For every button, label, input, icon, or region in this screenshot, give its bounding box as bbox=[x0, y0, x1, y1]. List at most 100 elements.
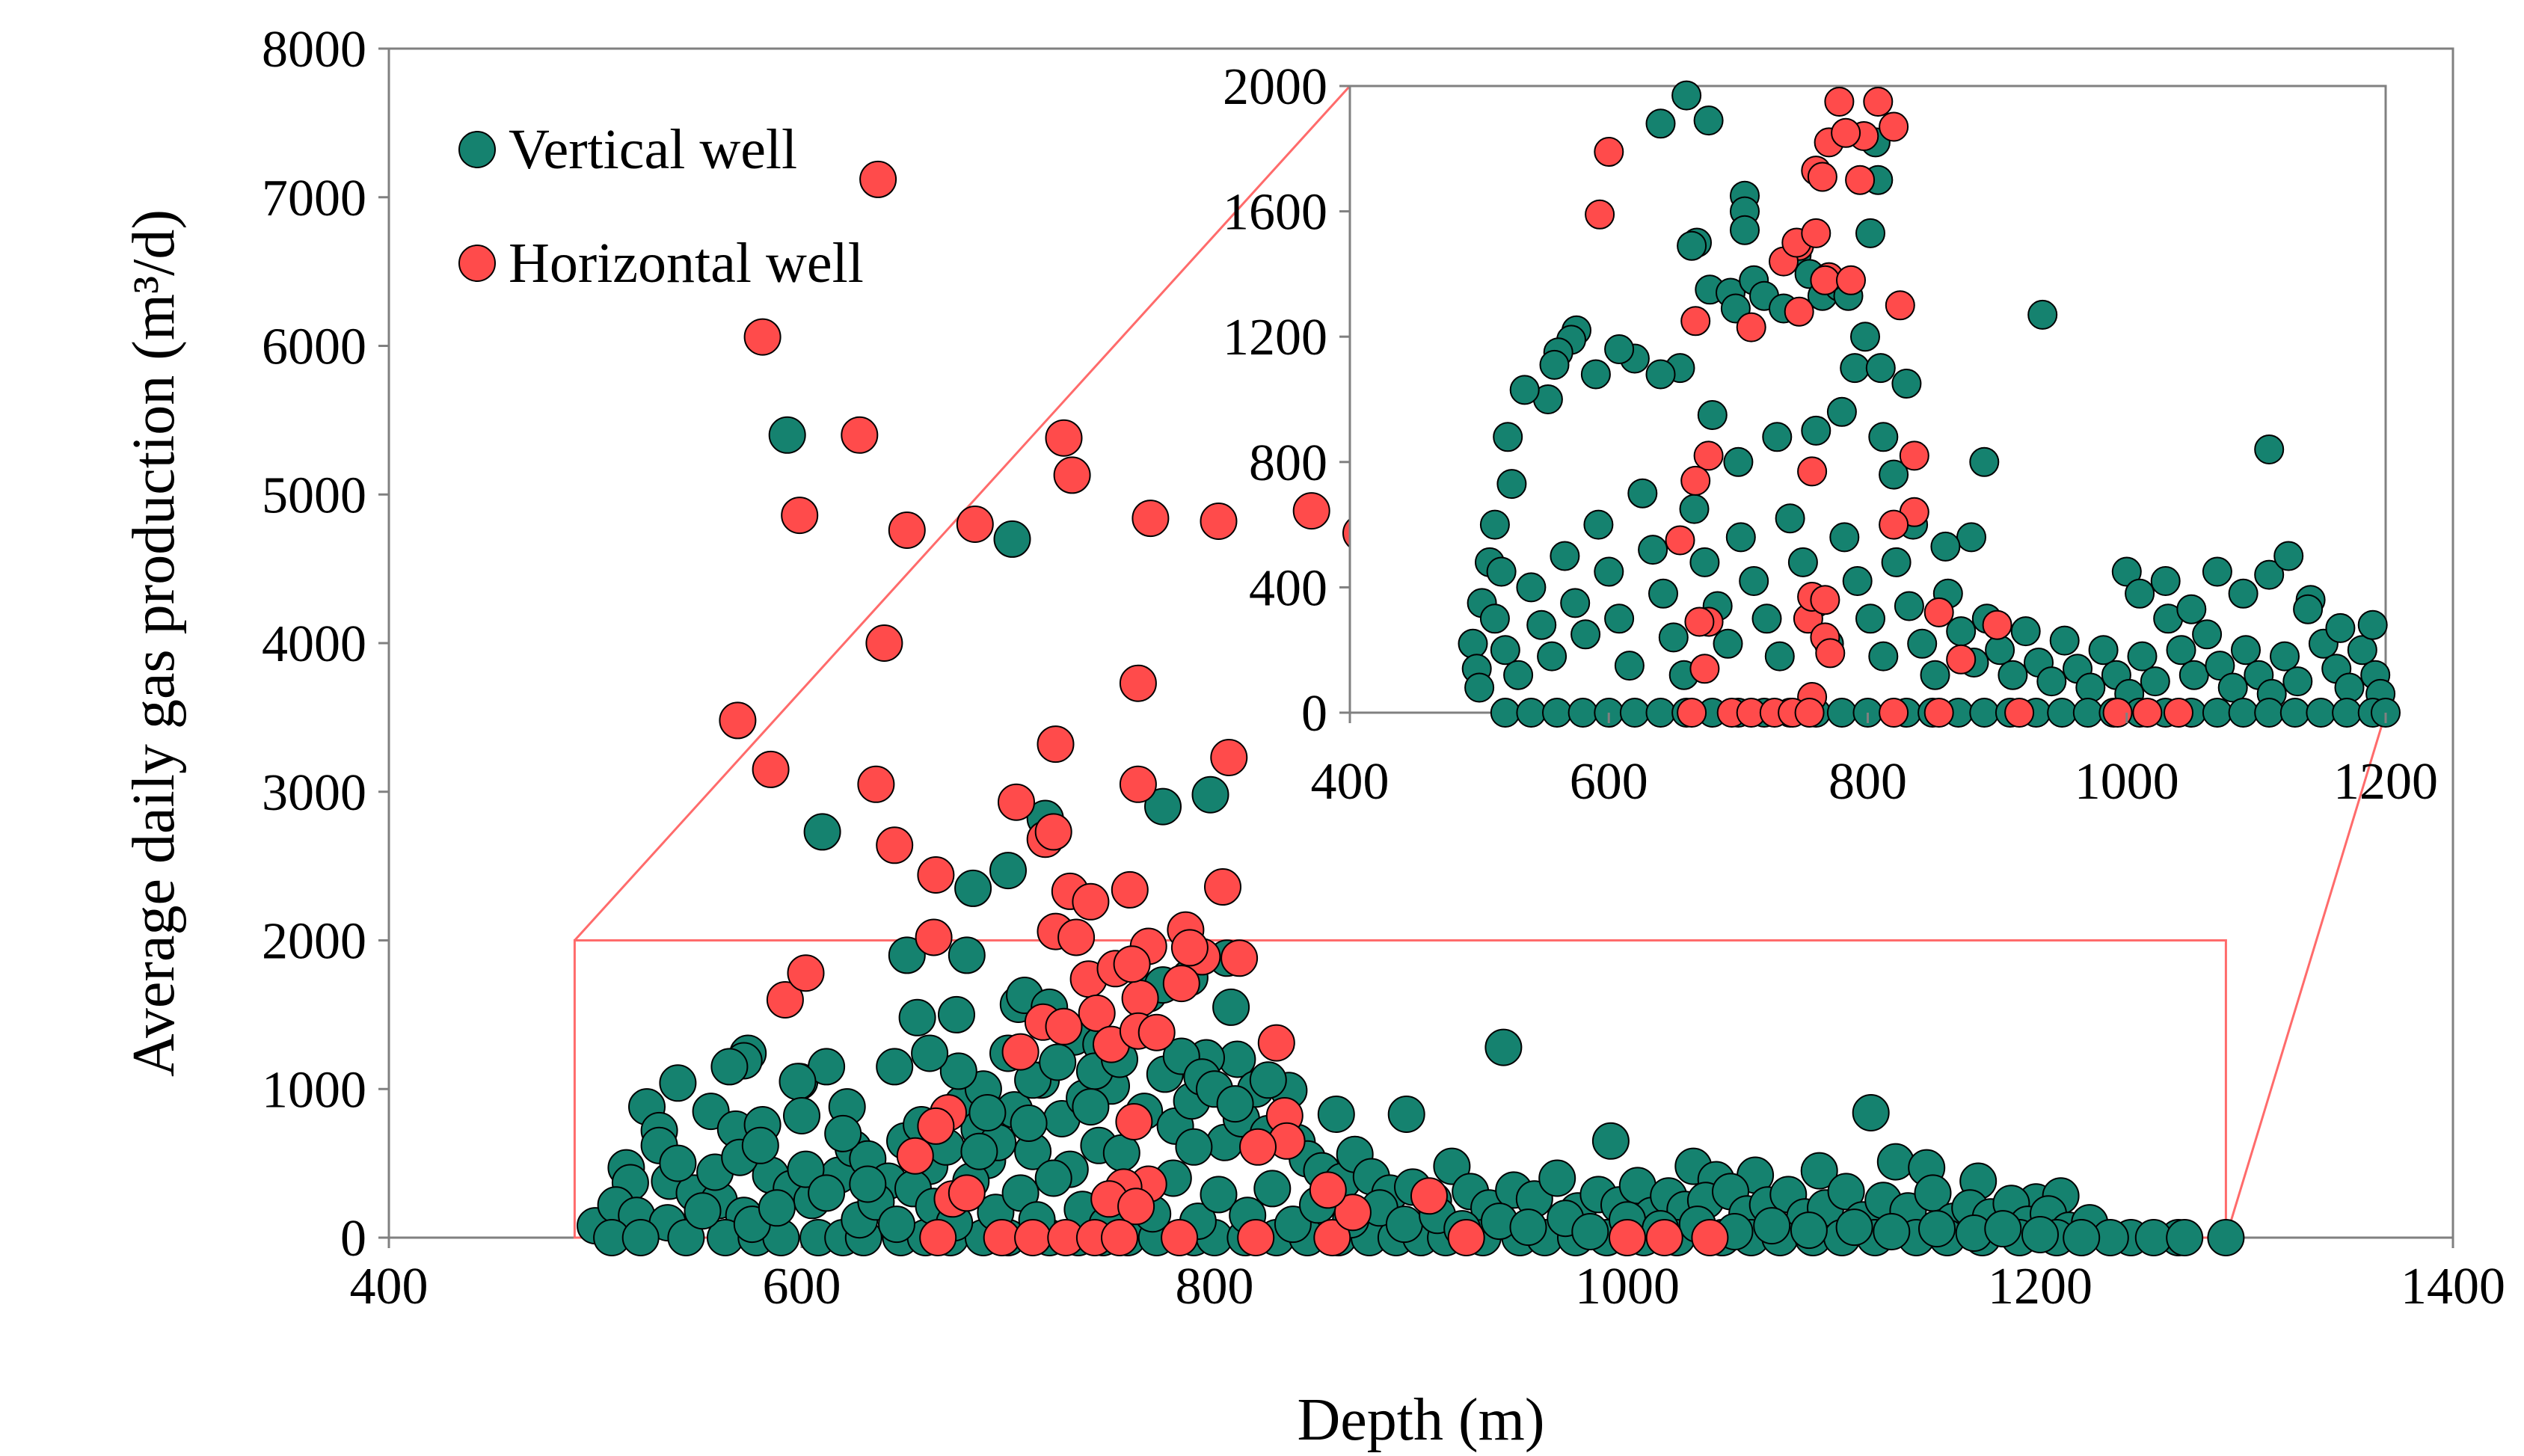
vertical-well-point bbox=[1274, 1205, 1312, 1244]
vertical-well-point bbox=[2125, 578, 2155, 609]
vertical-well-point bbox=[1537, 641, 1567, 672]
vertical-well-point bbox=[2178, 660, 2209, 690]
vertical-well-point bbox=[2347, 635, 2377, 666]
vertical-well-point bbox=[1619, 698, 1650, 728]
horizontal-well-point bbox=[1899, 440, 1929, 471]
horizontal-well-point bbox=[1292, 492, 1330, 530]
vertical-well-point bbox=[1503, 660, 1534, 690]
inset-y-tick-label: 800 bbox=[1249, 434, 1327, 492]
vertical-well-point bbox=[1645, 698, 1676, 728]
horizontal-well-point bbox=[1807, 162, 1837, 192]
vertical-well-point bbox=[1693, 105, 1724, 136]
horizontal-well-point bbox=[1014, 1219, 1052, 1256]
horizontal-well-point bbox=[1220, 939, 1259, 977]
vertical-well-point bbox=[1800, 1152, 1838, 1190]
inset-axis-tick-labels: 400 600 800 1000 1200 0 400 800 1200 1600 2000 bbox=[1223, 58, 2438, 811]
vertical-well-point bbox=[684, 1192, 722, 1230]
vertical-well-point bbox=[1039, 1043, 1077, 1081]
inset-x-tick-label: 600 bbox=[1570, 753, 1648, 811]
inset-x-tick-label: 400 bbox=[1311, 753, 1390, 811]
main-y-tick-label: 6000 bbox=[262, 319, 366, 376]
horizontal-well-point bbox=[1210, 739, 1248, 776]
vertical-well-point bbox=[888, 936, 926, 974]
horizontal-well-point bbox=[917, 1107, 955, 1145]
vertical-well-point bbox=[1493, 422, 1523, 452]
vertical-well-point bbox=[2228, 698, 2259, 728]
vertical-well-point bbox=[2072, 698, 2103, 728]
vertical-well-point bbox=[1509, 375, 1540, 405]
vertical-well-point bbox=[2021, 1216, 2059, 1253]
horizontal-well-point bbox=[1162, 965, 1200, 1003]
vertical-well-point bbox=[1200, 1176, 1238, 1214]
horizontal-well-point bbox=[1594, 137, 1624, 167]
vertical-well-point bbox=[939, 1052, 977, 1090]
inset-y-tick-label: 1600 bbox=[1223, 184, 1327, 242]
vertical-well-point bbox=[1479, 603, 1510, 634]
main-x-tick-label: 600 bbox=[763, 1258, 841, 1315]
legend: Vertical well Horizontal well bbox=[458, 118, 864, 295]
horizontal-well-point bbox=[1137, 1013, 1176, 1051]
vertical-well-point bbox=[1855, 218, 1885, 248]
horizontal-well-point bbox=[1665, 525, 1695, 556]
inset-axis-ticks bbox=[1339, 85, 2387, 723]
vertical-well-point bbox=[2192, 619, 2223, 650]
vertical-well-point bbox=[1486, 556, 1517, 587]
horizontal-well-point bbox=[1111, 870, 1149, 909]
vertical-well-point bbox=[1790, 1211, 1828, 1250]
vertical-well-point bbox=[1570, 619, 1601, 650]
vertical-well-point bbox=[2306, 698, 2336, 728]
vertical-well-point bbox=[2166, 635, 2196, 666]
vertical-well-point bbox=[2027, 299, 2058, 330]
vertical-well-point bbox=[1998, 660, 2028, 690]
vertical-well-point bbox=[1855, 603, 1885, 634]
vertical-well-point bbox=[2332, 698, 2362, 728]
horizontal-well-point bbox=[1801, 218, 1831, 248]
horizontal-well-point bbox=[1237, 1219, 1275, 1256]
horizontal-well-point bbox=[1845, 165, 1876, 195]
horizontal-well-point bbox=[1113, 945, 1151, 983]
vertical-well-point bbox=[2357, 609, 2388, 640]
horizontal-well-point bbox=[1879, 111, 1909, 142]
horizontal-well-point bbox=[1815, 638, 1846, 669]
horizontal-well-point bbox=[1677, 698, 1707, 728]
horizontal-well-point bbox=[1333, 1194, 1372, 1232]
vertical-well-point bbox=[808, 1174, 846, 1212]
inset-y-tick-label: 2000 bbox=[1223, 58, 1327, 116]
vertical-well-point bbox=[1826, 698, 1857, 728]
horizontal-well-point bbox=[1170, 929, 1209, 967]
vertical-well-point bbox=[1723, 446, 1754, 477]
vertical-well-point bbox=[1829, 522, 1860, 553]
horizontal-well-point bbox=[876, 826, 914, 864]
vertical-well-point bbox=[659, 1064, 697, 1102]
vertical-well-point bbox=[1490, 635, 1520, 666]
vertical-well-point bbox=[2254, 434, 2285, 464]
vertical-well-point bbox=[911, 1034, 949, 1072]
vertical-well-point bbox=[1638, 535, 1668, 565]
vertical-well-point bbox=[1764, 641, 1795, 672]
vertical-well-point bbox=[1679, 494, 1710, 524]
main-x-tick-label: 1000 bbox=[1575, 1258, 1680, 1315]
vertical-well-point bbox=[1144, 787, 1182, 826]
vertical-well-point bbox=[849, 1165, 887, 1203]
vertical-well-point bbox=[1191, 775, 1229, 814]
vertical-well-point bbox=[2176, 594, 2207, 624]
vertical-well-point bbox=[1762, 422, 1793, 452]
horizontal-well-point bbox=[1045, 419, 1083, 457]
horizontal-well-point bbox=[1736, 312, 1766, 343]
vertical-well-point bbox=[954, 869, 992, 907]
vertical-well-point bbox=[1730, 215, 1760, 245]
horizontal-well-point bbox=[888, 512, 926, 549]
horizontal-well-point bbox=[1824, 87, 1855, 117]
main-x-tick-label: 800 bbox=[1176, 1258, 1254, 1315]
horizontal-well-point bbox=[915, 918, 953, 956]
vertical-well-point bbox=[1920, 660, 1950, 690]
vertical-well-point bbox=[779, 1063, 817, 1101]
horizontal-well-point bbox=[1585, 199, 1615, 230]
vertical-well-point bbox=[1175, 1128, 1213, 1166]
vertical-well-point bbox=[1594, 556, 1624, 587]
vertical-well-point bbox=[876, 1048, 914, 1086]
vertical-well-point bbox=[710, 1048, 749, 1086]
vertical-well-point bbox=[1542, 698, 1572, 728]
vertical-well-point bbox=[2231, 635, 2261, 666]
vertical-well-point bbox=[989, 852, 1027, 890]
